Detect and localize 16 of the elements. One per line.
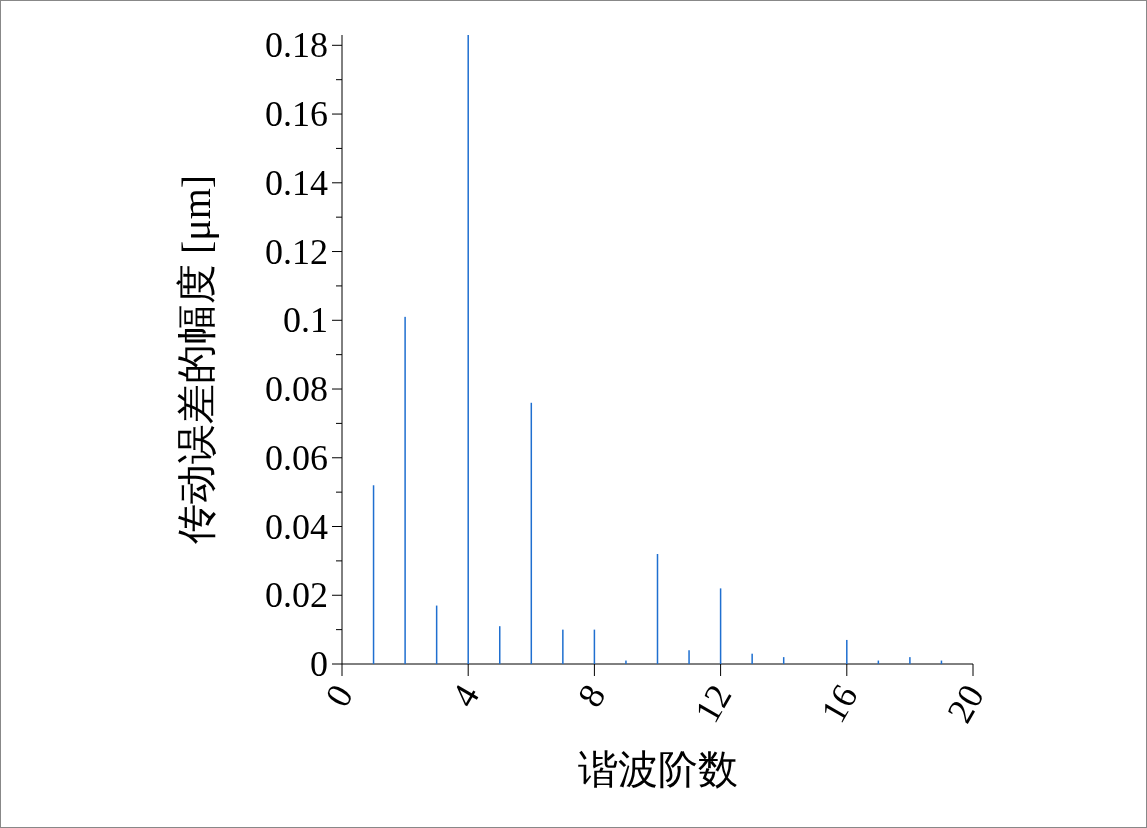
y-tick-label: 0.16 xyxy=(265,94,328,135)
x-tick-label: 8 xyxy=(569,678,614,714)
y-tick-label: 0.18 xyxy=(265,25,328,66)
x-tick-label: 12 xyxy=(686,678,740,730)
y-tick-label: 0.06 xyxy=(265,437,328,478)
y-tick-label: 0.1 xyxy=(283,300,328,341)
x-tick-label: 16 xyxy=(813,678,866,730)
x-axis-title: 谐波阶数 xyxy=(577,747,738,792)
y-tick-label: 0.08 xyxy=(265,369,328,410)
x-tick-label: 20 xyxy=(939,678,992,730)
y-tick-label: 0.04 xyxy=(265,506,328,547)
x-tick-label: 4 xyxy=(443,678,488,714)
y-axis-title: 传动误差的幅度 [μm] xyxy=(174,174,219,545)
y-tick-label: 0.02 xyxy=(265,575,328,616)
y-tick-label: 0.14 xyxy=(265,162,328,203)
y-tick-label: 0.12 xyxy=(265,231,328,272)
